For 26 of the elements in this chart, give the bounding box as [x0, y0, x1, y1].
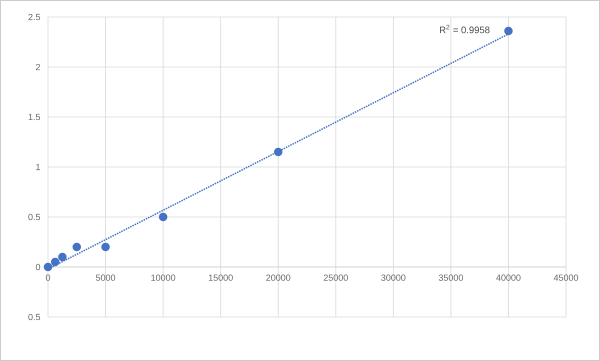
x-tick-label: 40000	[496, 274, 521, 281]
x-tick-label: 25000	[324, 274, 348, 281]
y-tick-label: 0.5	[28, 214, 40, 220]
y-tick-label: 1	[36, 164, 40, 170]
y-tick-label: 1.5	[28, 114, 40, 120]
x-tick-label: 10000	[151, 274, 176, 281]
point	[44, 262, 52, 272]
y-tick-label: 2.5	[28, 14, 40, 20]
point	[504, 26, 513, 36]
point	[101, 242, 110, 252]
x-tick-label: 0	[46, 274, 50, 281]
point	[72, 242, 82, 252]
x-tick-label: 45000	[554, 274, 578, 281]
point	[58, 252, 67, 262]
x-tick-label: 20000	[266, 274, 290, 281]
x-tick-label: 15000	[208, 274, 233, 281]
y-tick-label: 2	[36, 64, 40, 70]
x-tick-label: 5000	[96, 274, 116, 281]
x-tick-label: 35000	[438, 274, 464, 281]
point	[50, 258, 60, 266]
y-tick-label: 0.5	[28, 314, 40, 320]
annotation: R$^{2}$ = 0.9958	[440, 24, 490, 34]
y-tick-label: 0	[36, 264, 40, 270]
point	[158, 212, 168, 222]
x-tick-label: 30000	[381, 274, 406, 281]
point	[274, 148, 282, 156]
